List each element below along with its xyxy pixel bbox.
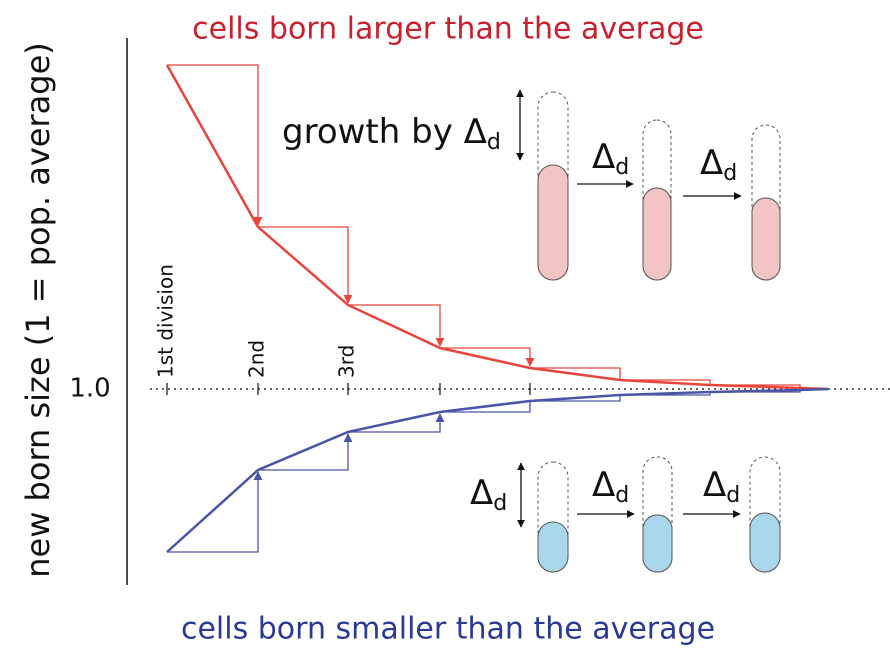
blue-curve bbox=[166, 387, 829, 553]
delta-label: Δd bbox=[592, 137, 629, 181]
division-label: 2nd bbox=[245, 340, 269, 378]
title-top: cells born larger than the average bbox=[192, 12, 704, 47]
arrows bbox=[516, 89, 742, 528]
delta-label: Δd bbox=[703, 465, 740, 509]
cells-bottom bbox=[537, 456, 781, 573]
title-bottom: cells born smaller than the average bbox=[181, 612, 715, 647]
ticks bbox=[166, 383, 531, 395]
delta-label: Δd bbox=[592, 465, 629, 509]
reference-label: 1.0 bbox=[69, 374, 110, 404]
red-curve bbox=[165, 64, 829, 391]
division-label: 3rd bbox=[335, 345, 359, 378]
cells-top bbox=[537, 91, 781, 281]
delta-label: Δd bbox=[700, 143, 737, 187]
division-label: 1st division bbox=[154, 264, 178, 378]
delta-label: Δd bbox=[470, 473, 507, 517]
y-axis-label: new born size (1 = pop. average) bbox=[19, 42, 57, 578]
growth-label: growth by Δd bbox=[282, 112, 501, 156]
